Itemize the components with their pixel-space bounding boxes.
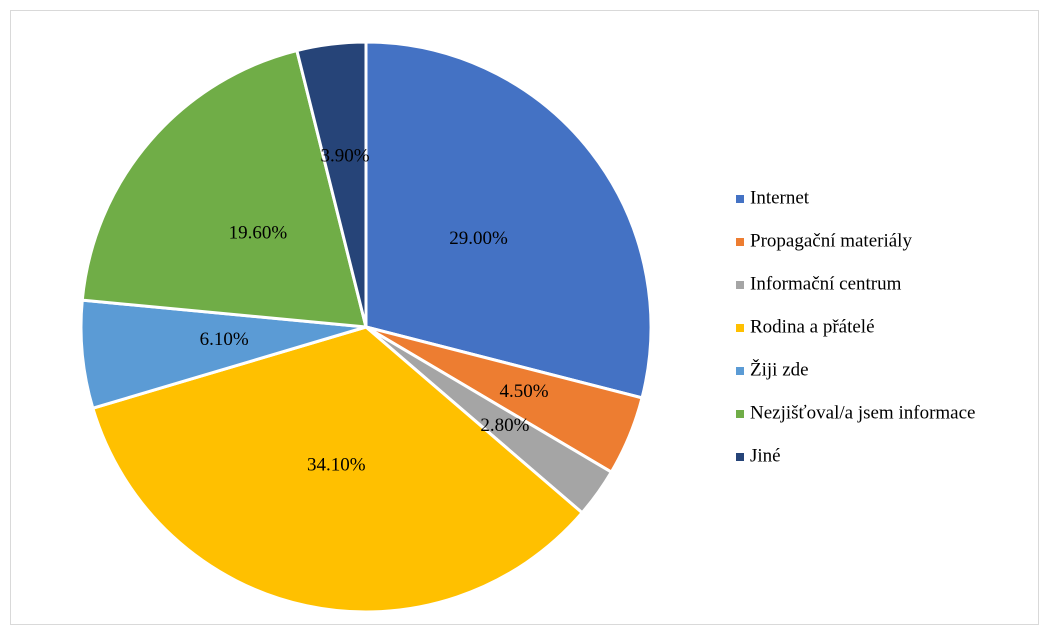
legend-label: Internet [750,187,810,208]
data-label: 34.10% [307,455,366,476]
legend-swatch [736,453,744,461]
pie-slice [90,325,585,614]
legend-swatch [736,410,744,418]
data-label: 2.80% [480,415,529,436]
legend-label: Rodina a přátelé [750,316,875,337]
legend-label: Propagační materiály [750,230,912,251]
legend-swatch [736,367,744,375]
data-label: 3.90% [321,146,370,167]
legend-label: Jiné [750,445,781,466]
data-label: 19.60% [229,222,288,243]
legend-swatch [736,195,744,203]
legend-label: Nezjišťoval/a jsem informace [750,402,975,423]
data-label: 4.50% [499,381,548,402]
legend-swatch [736,324,744,332]
pie-slice [364,40,653,400]
pie-slice [295,40,368,328]
data-label: 6.10% [200,329,249,350]
legend-label: Informační centrum [750,273,902,294]
data-label: 29.00% [449,228,508,249]
legend-swatch [736,281,744,289]
legend-label: Žiji zde [750,358,809,380]
pie-slice [80,48,368,329]
legend-swatch [736,238,744,246]
